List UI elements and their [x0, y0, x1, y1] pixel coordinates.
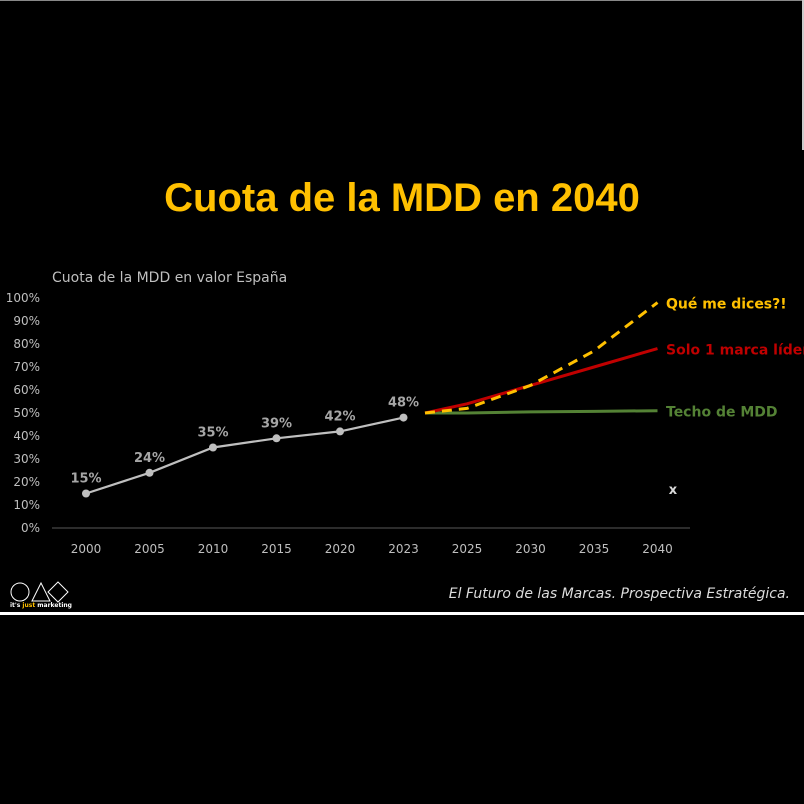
historical-point: [272, 434, 281, 443]
y-tick-label: 60%: [13, 383, 40, 397]
x-tick-label: 2035: [579, 542, 610, 556]
x-tick-label: 2005: [134, 542, 165, 556]
y-tick-label: 30%: [13, 452, 40, 466]
historical-point: [209, 443, 217, 452]
data-label: 42%: [324, 409, 355, 424]
historical-point: [336, 427, 344, 436]
scenario-label: Solo 1 marca líder: [666, 343, 804, 359]
y-tick-label: 20%: [13, 475, 40, 489]
x-tick-label: 2030: [515, 542, 546, 556]
historical-point: [399, 413, 408, 422]
logo-text: it's just marketing: [10, 602, 72, 609]
x-tick-label: 2020: [325, 542, 356, 556]
historical-point: [82, 489, 90, 498]
x-tick-label: 2000: [71, 542, 102, 556]
scenario-line: [424, 301, 659, 415]
y-tick-label: 100%: [6, 291, 40, 305]
scenario-label: Qué me dices?!: [666, 297, 787, 313]
frame-top-line: [0, 0, 804, 1]
logo-shapes-icon: [10, 580, 70, 608]
x-tick-label: 2040: [642, 542, 673, 556]
footer-caption: El Futuro de las Marcas. Prospectiva Est…: [448, 586, 790, 602]
data-label: 39%: [261, 416, 292, 431]
y-tick-label: 90%: [13, 314, 40, 328]
frame-right-line: [802, 0, 804, 150]
page-title: Cuota de la MDD en 2040: [164, 176, 640, 220]
data-label: 24%: [134, 451, 165, 466]
x-tick-label: 2025: [452, 542, 483, 556]
data-label: 15%: [70, 472, 101, 487]
y-tick-label: 10%: [13, 498, 40, 512]
x-tick-label: 2015: [261, 542, 292, 556]
historical-point: [145, 468, 154, 477]
y-tick-label: 0%: [21, 521, 40, 535]
x-tick-label: 2010: [198, 542, 229, 556]
x-tick-label: 2023: [388, 542, 419, 556]
annotation-x: x: [669, 483, 678, 498]
scenario-label: Techo de MDD: [666, 405, 778, 421]
historical-line: [85, 416, 404, 495]
scenario-line: [425, 409, 658, 415]
y-tick-label: 80%: [13, 337, 40, 351]
data-label: 35%: [197, 426, 228, 441]
chart-title: Cuota de la MDD en valor España: [52, 270, 287, 286]
y-tick-label: 40%: [13, 429, 40, 443]
y-tick-label: 50%: [13, 406, 40, 420]
separator-line: [0, 612, 804, 615]
data-label: 48%: [388, 396, 419, 411]
chart: Cuota de la MDD en valor España 0% 10% 20% 3…: [6, 270, 804, 556]
y-tick-label: 70%: [13, 360, 40, 374]
